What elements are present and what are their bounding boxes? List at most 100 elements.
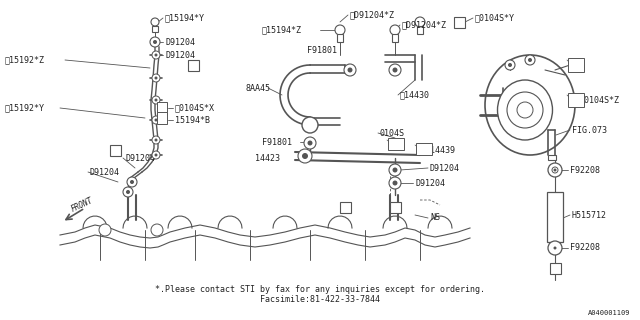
Circle shape — [389, 64, 401, 76]
Text: F91801: F91801 — [262, 138, 292, 147]
Bar — [109, 145, 120, 156]
Text: ※0104S*Z: ※0104S*Z — [580, 95, 620, 105]
Circle shape — [525, 55, 535, 65]
Circle shape — [507, 92, 543, 128]
Circle shape — [154, 76, 157, 79]
Text: 8AA45: 8AA45 — [245, 84, 270, 92]
Text: D: D — [113, 146, 117, 155]
Text: ※D91204*Z: ※D91204*Z — [350, 11, 395, 20]
Circle shape — [152, 96, 160, 104]
Circle shape — [150, 37, 160, 47]
Circle shape — [304, 137, 316, 149]
Circle shape — [302, 153, 308, 159]
Text: 14423: 14423 — [255, 154, 280, 163]
Text: D91204: D91204 — [165, 37, 195, 46]
Text: Facsimile:81-422-33-7844: Facsimile:81-422-33-7844 — [260, 295, 380, 305]
Bar — [392, 34, 398, 42]
Text: ※0104S*Y: ※0104S*Y — [475, 13, 515, 22]
Circle shape — [152, 151, 160, 159]
Text: ※0104S*X: ※0104S*X — [175, 103, 215, 113]
Text: D91204: D91204 — [415, 179, 445, 188]
Circle shape — [152, 74, 160, 82]
Circle shape — [152, 51, 160, 59]
Text: NS: NS — [430, 213, 440, 222]
Circle shape — [505, 60, 515, 70]
Text: 0104S: 0104S — [380, 129, 405, 138]
Text: 15194*B: 15194*B — [175, 116, 210, 124]
Circle shape — [390, 25, 400, 35]
Circle shape — [528, 58, 532, 62]
Circle shape — [508, 63, 512, 67]
Text: H515712: H515712 — [572, 211, 607, 220]
Text: F92208: F92208 — [570, 244, 600, 252]
Circle shape — [152, 136, 160, 144]
Circle shape — [154, 99, 157, 101]
Circle shape — [392, 180, 397, 186]
Circle shape — [152, 116, 160, 124]
Text: A: A — [393, 203, 397, 212]
Bar — [339, 202, 351, 212]
Text: D: D — [342, 203, 348, 212]
Text: D91204: D91204 — [125, 154, 155, 163]
Circle shape — [151, 18, 159, 26]
Text: D91204: D91204 — [165, 51, 195, 60]
Bar — [337, 34, 343, 42]
Text: FRONT: FRONT — [70, 196, 95, 214]
Circle shape — [123, 187, 133, 197]
Bar — [547, 192, 563, 242]
Circle shape — [154, 139, 157, 141]
Circle shape — [344, 64, 356, 76]
Circle shape — [151, 224, 163, 236]
Circle shape — [392, 68, 397, 73]
Circle shape — [154, 154, 157, 156]
Circle shape — [298, 149, 312, 163]
Text: ※15194*Z: ※15194*Z — [262, 26, 302, 35]
Circle shape — [130, 180, 134, 184]
Circle shape — [154, 118, 157, 122]
Text: ※15194*Y: ※15194*Y — [165, 13, 205, 22]
Bar — [157, 112, 167, 124]
Circle shape — [548, 241, 562, 255]
Circle shape — [307, 140, 312, 146]
Circle shape — [548, 163, 562, 177]
Bar — [388, 138, 404, 150]
Circle shape — [99, 224, 111, 236]
Bar — [157, 102, 167, 114]
Circle shape — [392, 167, 397, 172]
Circle shape — [389, 164, 401, 176]
Bar — [188, 60, 198, 70]
Bar — [152, 26, 158, 32]
Circle shape — [302, 117, 318, 133]
Ellipse shape — [497, 80, 552, 140]
Circle shape — [415, 17, 425, 27]
Bar — [550, 262, 561, 274]
Text: *.Please contact STI by fax for any inquiries except for ordering.: *.Please contact STI by fax for any inqu… — [155, 285, 485, 294]
Text: B: B — [191, 60, 195, 69]
Bar — [416, 143, 432, 155]
Circle shape — [517, 102, 533, 118]
Text: A: A — [553, 263, 557, 273]
Text: D91204: D91204 — [430, 164, 460, 172]
Text: A040001109: A040001109 — [588, 310, 630, 316]
Circle shape — [154, 53, 157, 57]
Bar — [454, 17, 465, 28]
Bar — [568, 93, 584, 107]
Bar — [548, 155, 556, 160]
Bar — [568, 58, 584, 72]
Text: 14439: 14439 — [430, 146, 455, 155]
Text: ※D91204*Z: ※D91204*Z — [402, 20, 447, 29]
Circle shape — [348, 68, 353, 73]
Text: F91801: F91801 — [307, 45, 337, 54]
Bar — [417, 26, 423, 34]
Circle shape — [389, 177, 401, 189]
Circle shape — [554, 169, 557, 172]
Ellipse shape — [485, 55, 575, 155]
Text: ※14430: ※14430 — [400, 91, 430, 100]
Text: B: B — [457, 18, 461, 27]
Circle shape — [335, 25, 345, 35]
Circle shape — [552, 167, 558, 173]
Circle shape — [153, 40, 157, 44]
Text: ※15192*Z: ※15192*Z — [5, 55, 45, 65]
Text: F92208: F92208 — [570, 165, 600, 174]
Text: D91204: D91204 — [90, 167, 120, 177]
